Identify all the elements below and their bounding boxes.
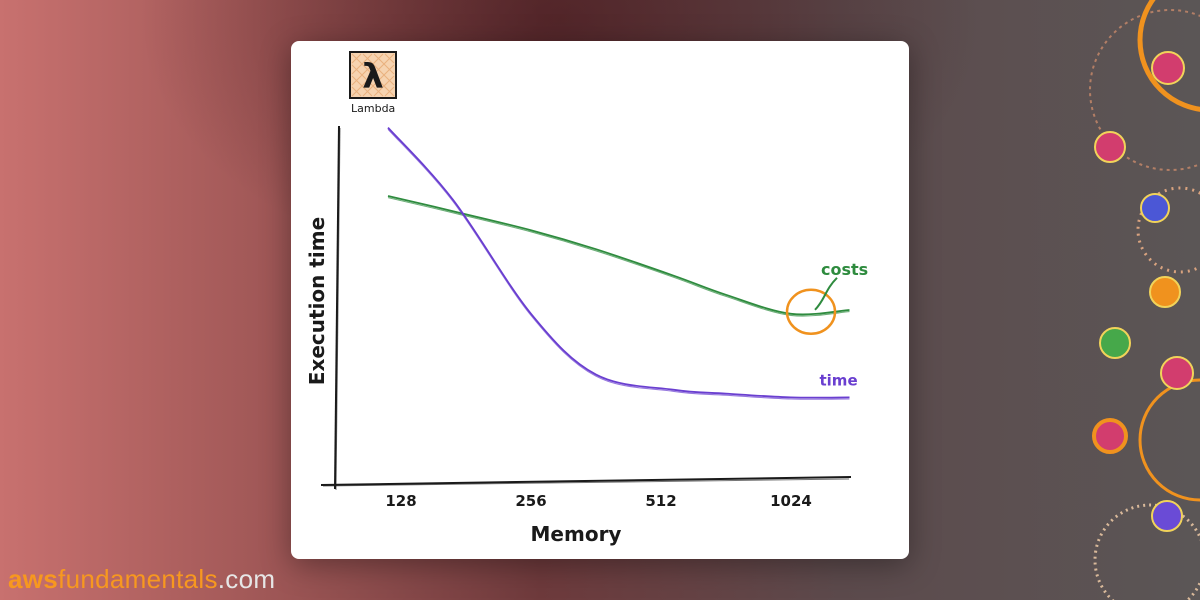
x-axis-line xyxy=(320,476,852,486)
service-icon xyxy=(1099,327,1131,359)
series-group xyxy=(387,126,850,400)
x-tick-label-1024: 1024 xyxy=(770,492,812,510)
lambda-label: Lambda xyxy=(351,102,395,115)
service-icon xyxy=(1151,500,1183,532)
x-tick-label-512: 512 xyxy=(645,492,676,510)
service-icon xyxy=(1149,276,1181,308)
x-axis-title: Memory xyxy=(531,522,622,546)
service-icon xyxy=(1140,193,1170,223)
series-line-time xyxy=(387,126,850,399)
series-label-time: time xyxy=(820,371,858,389)
brand-part-tld: .com xyxy=(217,564,276,594)
x-tick-labels: 128 256 512 1024 xyxy=(385,492,812,510)
x-tick-label-256: 256 xyxy=(515,492,546,510)
brand-wordmark[interactable]: awsfundamentals.com xyxy=(8,564,275,595)
service-icon xyxy=(1092,418,1128,454)
axes xyxy=(320,125,852,491)
y-axis-title: Execution time xyxy=(305,217,329,385)
lambda-logo: λ Lambda xyxy=(349,51,397,115)
lambda-icon: λ xyxy=(362,57,384,97)
brand-part-aws: aws xyxy=(8,564,59,594)
y-axis-line xyxy=(334,125,340,490)
series-line-costs-stroke2 xyxy=(387,197,850,317)
service-icon xyxy=(1094,131,1126,163)
costs-label-leader xyxy=(814,277,838,311)
service-icon xyxy=(1160,356,1194,390)
chart-svg: λ Lambda Execution time Memory 128 256 512… xyxy=(305,51,868,546)
min-cost-highlight-circle xyxy=(785,288,837,336)
chart-card: λ Lambda Execution time Memory 128 256 512… xyxy=(291,41,909,559)
service-icon xyxy=(1151,51,1185,85)
series-label-costs: costs xyxy=(821,260,868,279)
decorative-service-icons xyxy=(1089,0,1200,600)
x-tick-label-128: 128 xyxy=(385,492,416,510)
series-line-costs xyxy=(387,195,850,316)
brand-part-fundamentals: fundamentals xyxy=(58,564,218,594)
series-line-time-stroke2 xyxy=(387,128,850,400)
